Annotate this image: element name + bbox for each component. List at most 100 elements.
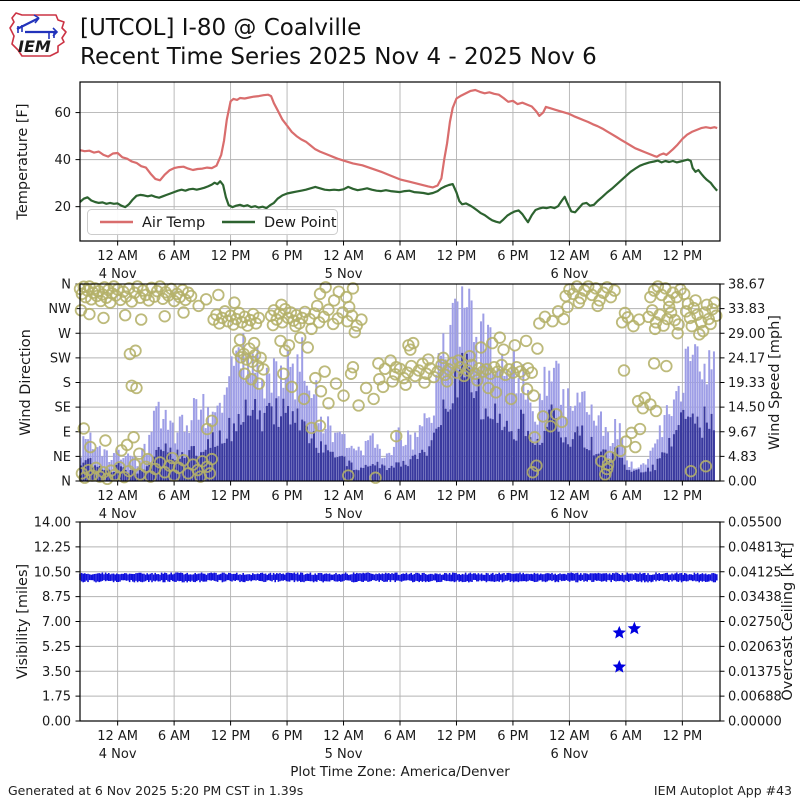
wind-speed-bar bbox=[343, 456, 346, 481]
wind-dir-point bbox=[474, 341, 488, 354]
wind-gust-bar bbox=[272, 358, 275, 481]
wind-speed-bar bbox=[112, 471, 115, 481]
wind-speed-bar bbox=[261, 431, 264, 481]
wind-speed-bar bbox=[141, 471, 144, 481]
wind-speed-tick-label: 0.00 bbox=[728, 475, 757, 490]
wind-speed-bar bbox=[355, 469, 358, 481]
wind-gust-bar bbox=[651, 447, 654, 481]
wind-dir-point bbox=[671, 327, 684, 340]
wind-speed-bar bbox=[345, 466, 348, 481]
wind-dir-point bbox=[660, 359, 673, 373]
wind-gust-bar bbox=[202, 393, 205, 481]
wind-speed-bar bbox=[677, 425, 680, 481]
wind-speed-bar bbox=[541, 442, 544, 481]
logo-text: IEM bbox=[18, 37, 51, 56]
wind-speed-bar bbox=[122, 467, 125, 481]
x-tick-label: 12 PM bbox=[437, 249, 477, 264]
air-temp-line bbox=[79, 88, 718, 189]
wind-speed-bar bbox=[275, 398, 278, 481]
wind-dir-tick-label: NE bbox=[53, 450, 71, 465]
wind-dir-point bbox=[710, 309, 723, 322]
wind-speed-tick-label: 14.50 bbox=[728, 401, 765, 416]
wind-gust-bar bbox=[84, 438, 87, 481]
wind-speed-bar bbox=[632, 470, 635, 481]
wind-speed-bar bbox=[305, 426, 308, 481]
ceiling-tick-label: 0.05500 bbox=[728, 516, 782, 531]
visibility-tick-label: 1.75 bbox=[42, 690, 71, 705]
wind-speed-bar bbox=[701, 437, 704, 481]
wind-dir-point bbox=[77, 422, 90, 435]
plot-spine bbox=[79, 283, 721, 482]
wind-speed-bar bbox=[315, 447, 318, 481]
wind-speed-bar bbox=[437, 427, 440, 481]
x-tick-label: 12 PM bbox=[662, 729, 702, 744]
wind-dir-point bbox=[305, 322, 318, 336]
x-tick-label: 6 PM bbox=[271, 729, 302, 744]
visibility-tick-label: 0.00 bbox=[42, 715, 71, 730]
wind-speed-bar bbox=[647, 467, 650, 481]
wind-gust-bar bbox=[183, 431, 186, 481]
wind-speed-bar bbox=[461, 352, 464, 481]
wind-gust-bar bbox=[696, 346, 699, 481]
wind-dir-point bbox=[376, 380, 390, 394]
wind-gust-bar bbox=[223, 394, 226, 481]
wind-dir-point bbox=[491, 365, 505, 378]
wind-dir-point bbox=[384, 354, 397, 367]
x-tick-label: 12 AM bbox=[97, 729, 138, 744]
wind-dir-point bbox=[608, 284, 621, 297]
wind-speed-bar bbox=[494, 403, 497, 481]
wind-dir-point bbox=[313, 287, 327, 301]
wind-gust-bar bbox=[317, 423, 320, 481]
wind-gust-bar bbox=[371, 433, 374, 481]
wind-dir-point bbox=[205, 452, 218, 466]
wind-speed-bar bbox=[211, 432, 214, 481]
wind-speed-bar bbox=[160, 449, 162, 481]
wind-gust-bar bbox=[585, 412, 588, 481]
wind-dir-point bbox=[533, 317, 546, 330]
wind-dir-point bbox=[685, 319, 698, 333]
x-tick-label: 6 PM bbox=[497, 489, 528, 504]
wind-dir-point bbox=[412, 364, 426, 377]
wind-dir-point bbox=[559, 289, 572, 303]
wind-dir-point bbox=[638, 391, 651, 405]
wind-speed-bar bbox=[534, 444, 537, 481]
wind-speed-bar bbox=[223, 442, 226, 481]
wind-dir-tick-label: E bbox=[63, 425, 71, 440]
wind-gust-bar bbox=[425, 418, 428, 481]
wind-dir-point bbox=[266, 318, 280, 332]
wind-gust-bar bbox=[152, 410, 155, 481]
wind-gust-bar bbox=[360, 450, 362, 481]
wind-gust-bar bbox=[694, 344, 697, 481]
x-tick-label: 6 PM bbox=[497, 249, 528, 264]
wind-dir-tick-label: SW bbox=[50, 351, 71, 366]
wind-gust-bar bbox=[216, 405, 219, 481]
wind-gust-bar bbox=[397, 427, 400, 481]
wind-speed-bar bbox=[691, 413, 694, 481]
wind-speed-bar bbox=[232, 423, 235, 481]
wind-dir-point bbox=[572, 296, 586, 309]
wind-dir-point bbox=[277, 367, 290, 380]
wind-dir-point bbox=[344, 367, 358, 380]
x-tick-label: 6 PM bbox=[497, 729, 528, 744]
visibility-tick-label: 7.00 bbox=[42, 615, 71, 630]
wind-speed-bar bbox=[590, 436, 593, 481]
iowa-outline-icon bbox=[9, 12, 67, 57]
wind-gust-bar bbox=[352, 448, 355, 481]
wind-speed-bar bbox=[687, 416, 690, 481]
wind-speed-bar bbox=[454, 367, 457, 481]
wind-dir-point bbox=[284, 306, 298, 319]
wind-speed-bar bbox=[470, 392, 473, 481]
legend-air-temp-label: Air Temp bbox=[142, 215, 205, 231]
wind-dir-point bbox=[672, 318, 685, 331]
wind-gust-bar bbox=[508, 378, 511, 481]
wind-dir-point bbox=[520, 382, 534, 396]
wind-speed-bar bbox=[249, 415, 252, 481]
wind-dir-point bbox=[482, 381, 495, 395]
weather-vane-icon bbox=[16, 14, 59, 39]
wind-dir-point bbox=[346, 282, 360, 295]
wind-speed-bar bbox=[392, 467, 395, 481]
wind-speed-bar bbox=[317, 452, 320, 481]
wind-dir-point bbox=[525, 366, 538, 379]
wind-gust-bar bbox=[157, 401, 160, 481]
x-tick-label: 12 AM bbox=[97, 489, 138, 504]
